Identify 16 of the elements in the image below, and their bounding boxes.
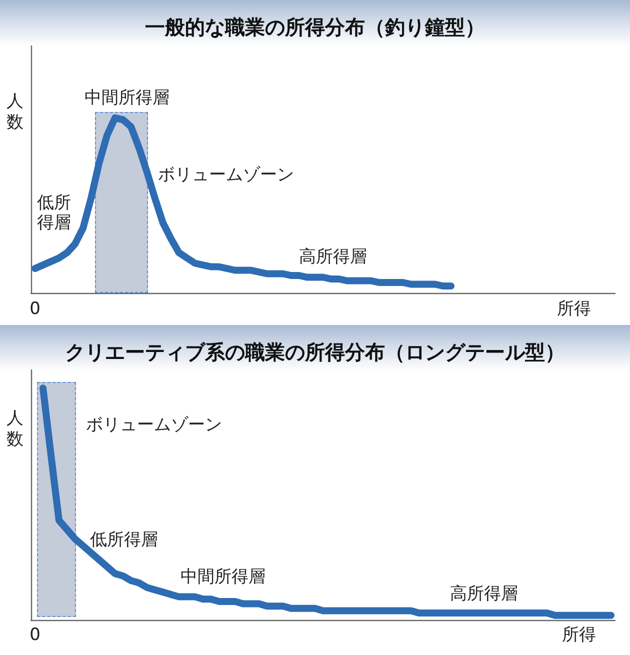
x-axis-title: 所得 [557, 299, 591, 319]
chart-title: クリエーティブ系の職業の所得分布（ロングテール型） [65, 340, 565, 364]
text: 0 [30, 625, 40, 645]
annotation: 高所得層 [450, 584, 518, 604]
annotation: 低所得層 [37, 193, 71, 233]
annotation: 中間所得層 [180, 567, 266, 587]
annotation: 高所得層 [299, 247, 367, 267]
text: 0 [30, 299, 40, 319]
annotation: ボリュームゾーン [158, 165, 294, 185]
y-axis-title: 人数 [6, 92, 24, 132]
chart-title: 一般的な職業の所得分布（釣り鐘型） [145, 15, 485, 39]
x-axis-title: 所得 [562, 625, 596, 645]
y-axis-title: 人数 [6, 408, 24, 450]
annotation: ボリュームゾーン [86, 415, 222, 435]
annotation: 低所得層 [90, 530, 158, 550]
text: 中間所得層 [84, 88, 170, 108]
